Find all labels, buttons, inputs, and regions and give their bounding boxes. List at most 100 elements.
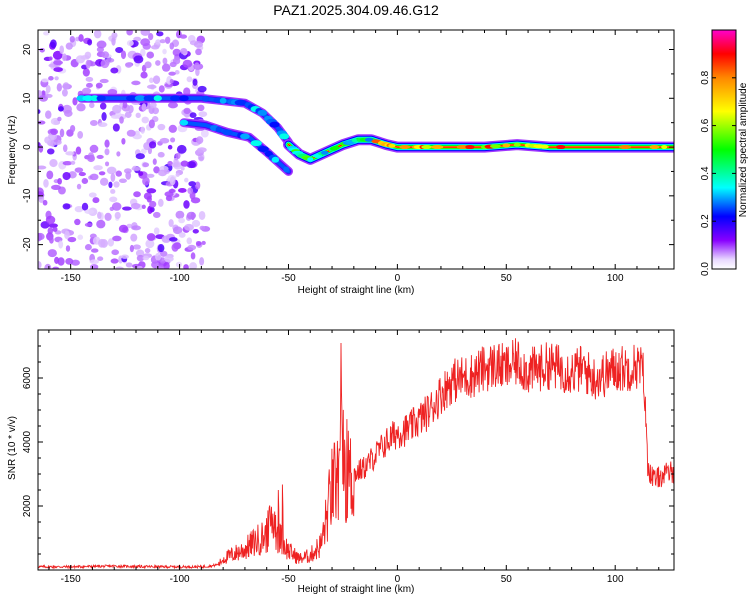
noise-blob	[168, 219, 174, 228]
noise-blob	[169, 61, 177, 68]
noise-blob	[118, 178, 127, 183]
noise-blob	[186, 76, 193, 83]
noise-blob	[149, 200, 157, 208]
noise-blob	[81, 87, 92, 95]
noise-blob	[187, 244, 197, 251]
noise-blob	[105, 161, 110, 167]
noise-blob	[146, 84, 157, 90]
noise-blob	[187, 187, 194, 195]
noise-blob	[158, 198, 164, 207]
noise-blob	[42, 199, 48, 206]
noise-blob	[183, 200, 190, 209]
noise-blob	[46, 170, 54, 180]
noise-blob	[146, 233, 156, 241]
noise-blob	[62, 203, 71, 210]
noise-blob	[197, 104, 205, 112]
noise-blob	[95, 82, 103, 89]
noise-blob	[131, 166, 141, 171]
noise-blob	[169, 42, 175, 50]
noise-blob	[169, 176, 176, 186]
noise-blob	[141, 116, 150, 124]
noise-blob	[129, 244, 134, 253]
noise-blob	[88, 192, 97, 198]
y-tick-label: 10	[22, 92, 33, 104]
noise-blob	[126, 223, 133, 229]
noise-blob	[108, 181, 113, 189]
noise-blob	[133, 191, 141, 198]
noise-blob	[130, 202, 141, 210]
noise-blob	[89, 120, 98, 127]
spectral-blob	[219, 97, 227, 104]
noise-blob	[195, 240, 202, 246]
noise-blob	[192, 229, 199, 234]
noise-blob	[167, 144, 173, 150]
noise-blob	[148, 119, 155, 129]
noise-blob	[51, 184, 61, 191]
noise-blob	[111, 202, 122, 211]
x-tick-label: 50	[501, 574, 513, 585]
noise-blob	[74, 205, 84, 213]
noise-blob	[61, 53, 67, 62]
colorbar-gradient	[712, 30, 736, 269]
noise-blob	[192, 78, 198, 86]
noise-blob	[47, 227, 53, 235]
spectral-blob	[269, 121, 280, 128]
colorbar-tick-label: 0.4	[700, 166, 711, 180]
noise-blob	[99, 177, 109, 186]
noise-blob	[140, 48, 146, 57]
noise-blob	[110, 188, 116, 194]
noise-blob	[159, 250, 168, 257]
spectral-blob	[331, 145, 340, 150]
spectrogram-frame	[37, 29, 675, 270]
noise-blob	[62, 144, 68, 153]
spectral-blob	[89, 95, 100, 102]
y-tick-label: 20	[22, 44, 33, 56]
noise-blob	[200, 129, 209, 138]
noise-blob	[104, 139, 110, 148]
noise-blob	[74, 167, 84, 173]
noise-blob	[120, 50, 127, 60]
noise-blob	[98, 171, 106, 176]
noise-blob	[177, 188, 187, 193]
noise-blob	[126, 129, 136, 137]
noise-blob	[111, 36, 116, 46]
spectral-blob	[179, 119, 189, 126]
noise-blob	[52, 266, 60, 269]
noise-blob	[46, 148, 55, 155]
noise-blob	[180, 47, 188, 55]
noise-blob	[184, 223, 194, 231]
noise-blob	[120, 254, 129, 259]
noise-blob	[53, 67, 63, 72]
noise-blob	[38, 195, 45, 203]
noise-blob	[84, 222, 93, 227]
noise-blob	[89, 102, 95, 109]
noise-blob	[162, 57, 168, 65]
noise-blob	[189, 262, 198, 269]
noise-blob	[72, 97, 78, 106]
noise-blob	[81, 202, 89, 211]
noise-blob	[39, 47, 45, 53]
spectral-blob	[649, 145, 660, 150]
spectral-blob	[307, 157, 314, 162]
noise-blob	[38, 120, 46, 125]
noise-blob	[93, 30, 102, 39]
snr-series-line	[38, 338, 674, 570]
spectral-blob	[540, 144, 549, 149]
spectral-blob	[320, 150, 329, 155]
colorbar-label: Normalized spectral amplitude	[738, 82, 749, 217]
noise-blob	[62, 82, 70, 90]
noise-blob	[84, 244, 92, 251]
noise-blob	[48, 76, 54, 81]
noise-blob	[111, 249, 119, 256]
spectral-blob	[271, 156, 280, 163]
noise-blob	[152, 75, 161, 84]
spectral-blob	[283, 166, 290, 173]
spectral-blob	[661, 145, 668, 150]
noise-blob	[136, 254, 145, 262]
noise-blob	[110, 258, 119, 264]
noise-blob	[140, 148, 147, 154]
noise-blob	[178, 217, 186, 224]
spectral-blob	[465, 145, 475, 150]
noise-blob	[153, 227, 160, 235]
